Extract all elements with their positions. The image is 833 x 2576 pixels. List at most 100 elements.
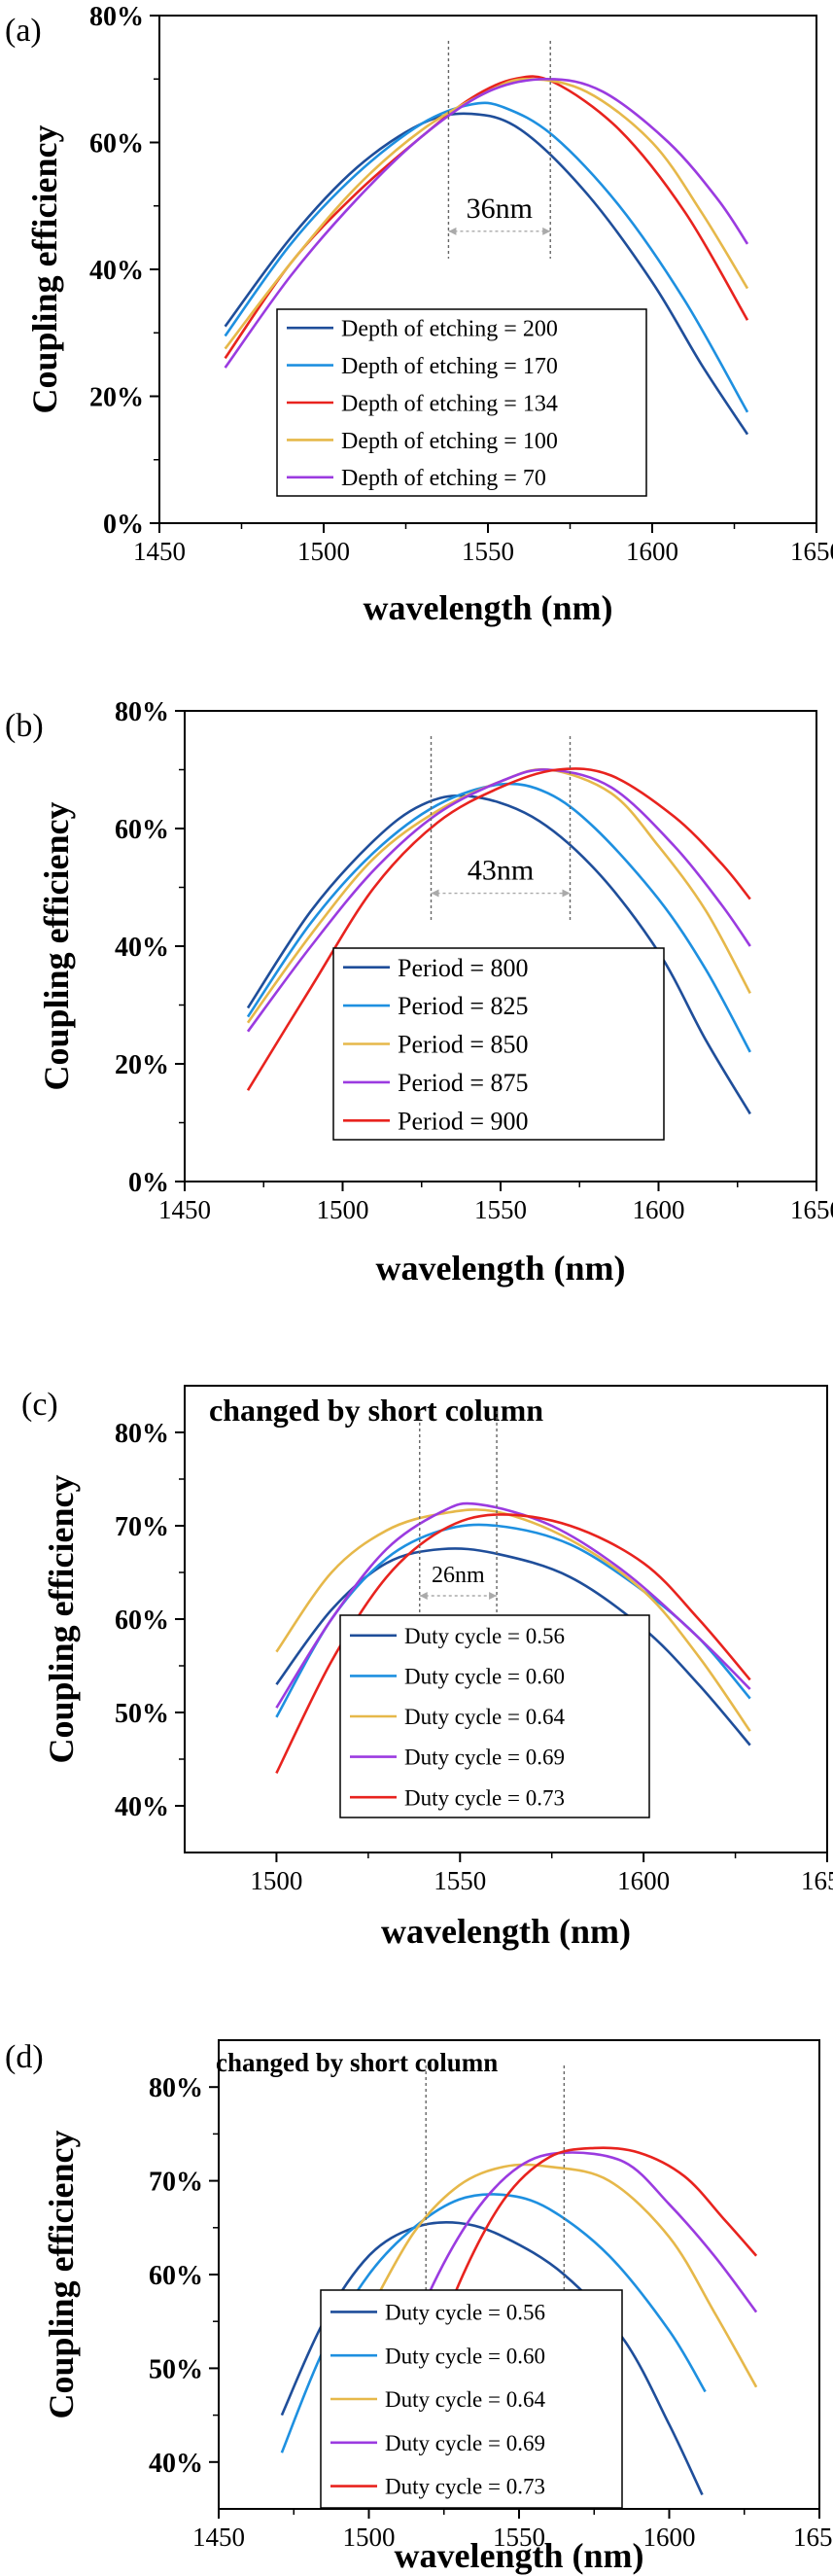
- legend-entry-4: Duty cycle = 0.69: [385, 2431, 545, 2455]
- y-tick-label: 50%: [149, 2354, 203, 2384]
- bandwidth-annotation: 36nm: [448, 193, 551, 235]
- y-axis-label: Coupling efficiency: [37, 802, 76, 1091]
- panel-label: (b): [5, 708, 44, 744]
- legend-entry-3: Depth of etching = 134: [341, 391, 558, 416]
- guide-lines: [447, 41, 551, 259]
- y-tick-label: 40%: [149, 2449, 203, 2479]
- guide-lines: [430, 736, 572, 921]
- legend-entry-3: Period = 850: [398, 1031, 529, 1059]
- x-tick-label: 1550: [434, 1866, 486, 1895]
- legend-entry-1: Duty cycle = 0.56: [404, 1624, 565, 1648]
- x-tick-label: 1600: [617, 1866, 670, 1895]
- y-axis-ticks: 0% 20% 40% 60% 80%: [89, 2, 159, 540]
- legend-box: [276, 308, 647, 497]
- panel-label: (d): [5, 2039, 44, 2075]
- x-tick-label: 1450: [133, 537, 186, 566]
- annotation-arrowhead-left: [419, 1592, 428, 1600]
- legend-entry-1: Duty cycle = 0.56: [385, 2300, 545, 2324]
- y-tick-label: 50%: [115, 1699, 169, 1729]
- legend: Duty cycle = 0.56 Duty cycle = 0.60 Duty c…: [339, 1614, 650, 1818]
- legend-entry-3: Duty cycle = 0.64: [404, 1705, 565, 1729]
- x-axis-label: wavelength (nm): [364, 588, 613, 627]
- y-tick-label: 80%: [89, 2, 144, 32]
- panel-label: (c): [21, 1387, 58, 1423]
- series-line-1: [224, 112, 749, 436]
- legend-entry-2: Duty cycle = 0.60: [404, 1664, 565, 1688]
- y-tick-label: 60%: [115, 1606, 169, 1636]
- x-axis-label: wavelength (nm): [381, 1912, 631, 1951]
- y-tick-label: 60%: [89, 129, 144, 159]
- series-line-5: [412, 2146, 758, 2407]
- x-tick-label: 1600: [626, 537, 678, 566]
- y-tick-label: 60%: [115, 815, 169, 845]
- y-axis-label: Coupling efficiency: [42, 1475, 81, 1764]
- annotation-arrowhead-right: [562, 889, 571, 898]
- legend-entry-4: Period = 875: [398, 1069, 529, 1097]
- annotation-label: 36nm: [467, 193, 533, 225]
- bandwidth-annotation: 43nm: [431, 855, 571, 898]
- legend-entry-5: Duty cycle = 0.73: [385, 2475, 545, 2499]
- y-tick-label: 80%: [115, 1419, 169, 1449]
- y-axis-ticks: 40% 50% 60% 70% 80%: [149, 2073, 219, 2479]
- x-tick-label: 1450: [192, 2523, 245, 2552]
- y-tick-label: 20%: [115, 1050, 169, 1080]
- y-tick-label: 20%: [89, 383, 144, 413]
- x-tick-label: 1550: [462, 537, 514, 566]
- y-axis-label: Coupling efficiency: [42, 2131, 81, 2419]
- y-axis-ticks: 0% 20% 40% 60% 80%: [115, 697, 185, 1198]
- y-tick-label: 40%: [115, 933, 169, 963]
- series-line-4: [275, 1501, 751, 1709]
- legend-entry-4: Duty cycle = 0.69: [404, 1746, 565, 1770]
- x-tick-label: 1500: [317, 1195, 369, 1224]
- legend-entry-3: Duty cycle = 0.64: [385, 2387, 545, 2412]
- annotation-arrowhead-left: [448, 227, 457, 235]
- legend-entry-5: Duty cycle = 0.73: [404, 1785, 565, 1810]
- annotation-arrowhead-left: [431, 889, 439, 898]
- legend-entry-4: Depth of etching = 100: [341, 429, 558, 454]
- x-tick-label: 1500: [250, 1866, 302, 1895]
- series-line-1: [246, 794, 751, 1115]
- annotation-arrowhead-right: [489, 1592, 498, 1600]
- y-tick-label: 80%: [115, 697, 169, 727]
- x-tick-label: 1450: [158, 1195, 211, 1224]
- legend-entry-5: Period = 900: [398, 1107, 529, 1135]
- y-tick-label: 70%: [115, 1512, 169, 1542]
- x-tick-label: 1500: [343, 2523, 396, 2552]
- legend-entry-2: Depth of etching = 170: [341, 354, 558, 379]
- x-tick-label: 1500: [297, 537, 350, 566]
- y-tick-label: 0%: [103, 510, 144, 540]
- annotation-label: 43nm: [468, 855, 534, 887]
- legend-entry-2: Duty cycle = 0.60: [385, 2344, 545, 2368]
- legend: Period = 800 Period = 825 Period = 850 Peri…: [332, 947, 665, 1141]
- x-axis-label: wavelength (nm): [395, 2536, 644, 2575]
- annotation-label: 26nm: [432, 1563, 485, 1588]
- series-lines: [246, 767, 751, 1115]
- series-line-5: [224, 78, 749, 369]
- panel-label: (a): [5, 13, 42, 49]
- guide-lines: [419, 1411, 498, 1623]
- y-axis-ticks: 40% 50% 60% 70% 80%: [115, 1419, 185, 1822]
- y-tick-label: 70%: [149, 2168, 203, 2198]
- y-tick-label: 40%: [89, 256, 144, 286]
- legend: Depth of etching = 200 Depth of etching =…: [276, 308, 647, 497]
- legend-entry-5: Depth of etching = 70: [341, 466, 546, 491]
- series-line-3: [367, 2163, 758, 2388]
- x-tick-label: 1550: [474, 1195, 527, 1224]
- legend-entry-1: Period = 800: [398, 954, 529, 982]
- series-line-1: [275, 1547, 751, 1747]
- series-line-2: [246, 782, 751, 1053]
- series-lines: [224, 75, 749, 436]
- x-axis-label: wavelength (nm): [376, 1249, 626, 1288]
- series-line-5: [275, 1513, 751, 1774]
